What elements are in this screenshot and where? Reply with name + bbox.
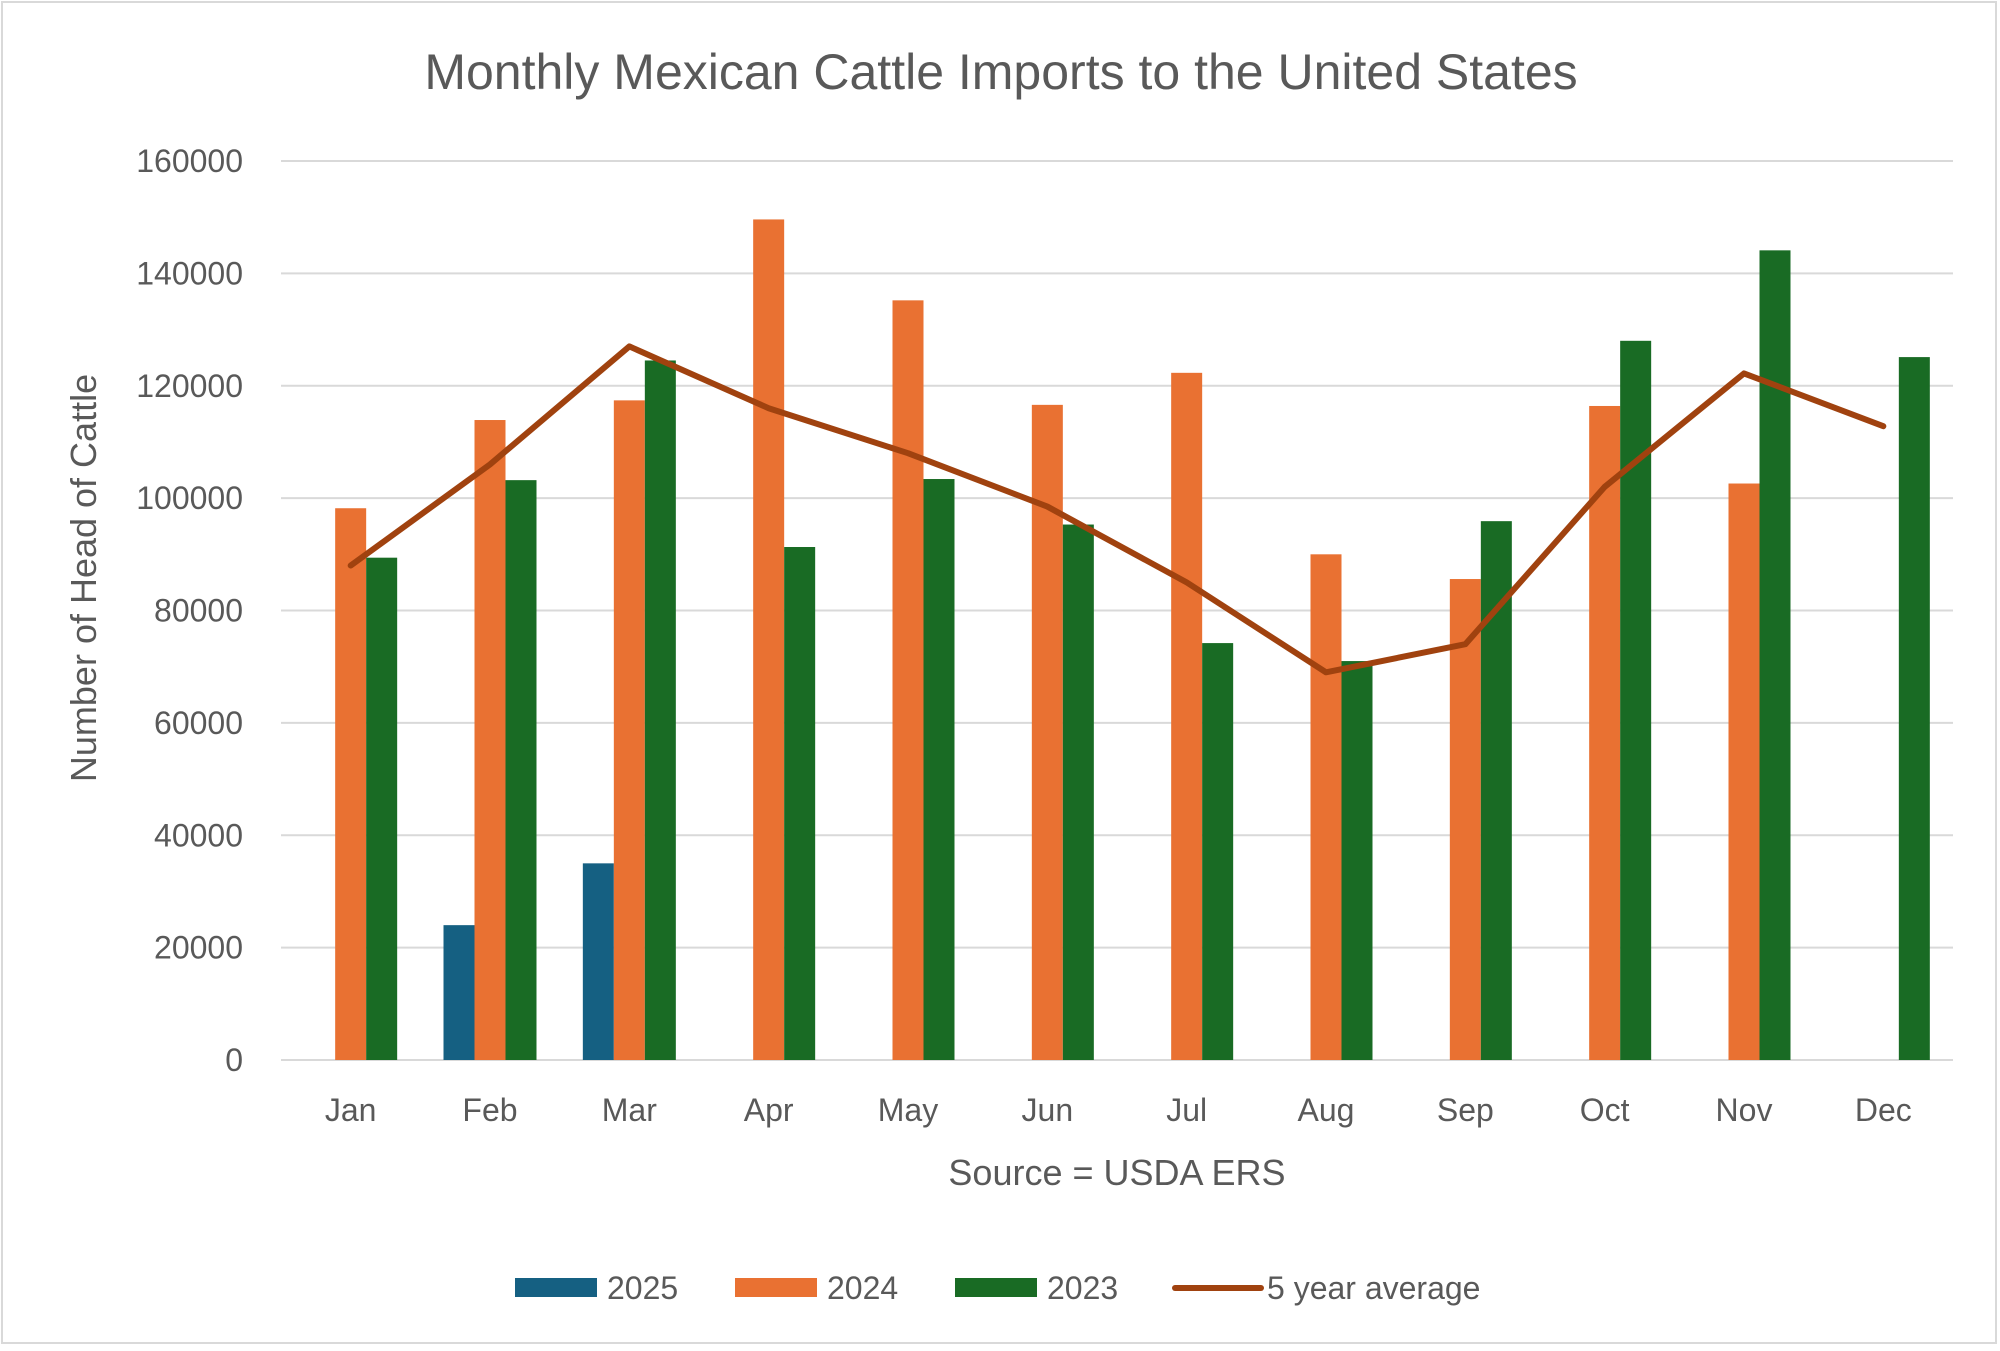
bar-2023-nov bbox=[1759, 250, 1791, 1060]
bar-2023-mar bbox=[644, 360, 676, 1060]
bar-2024-oct bbox=[1589, 405, 1621, 1060]
bar-2024-jan bbox=[335, 508, 367, 1060]
x-tick-label: Feb bbox=[462, 1092, 517, 1128]
bar-2024-apr bbox=[753, 219, 785, 1060]
legend-swatch bbox=[735, 1278, 817, 1297]
bar-2024-nov bbox=[1728, 483, 1760, 1060]
y-tick-label: 120000 bbox=[136, 368, 243, 404]
average-line-group bbox=[347, 343, 1887, 676]
bar-2024-may bbox=[892, 300, 924, 1061]
y-tick-label: 0 bbox=[225, 1042, 243, 1078]
bar-2023-oct bbox=[1620, 340, 1652, 1060]
x-tick-label: May bbox=[878, 1092, 938, 1128]
legend-item-2024: 2024 bbox=[735, 1270, 898, 1306]
y-tick-label: 160000 bbox=[136, 143, 243, 179]
bar-2025-feb bbox=[443, 925, 475, 1060]
bar-2023-jan bbox=[366, 557, 398, 1060]
bar-2023-aug bbox=[1341, 661, 1373, 1060]
bar-2024-sep bbox=[1449, 579, 1481, 1060]
legend-item-2023: 2023 bbox=[955, 1270, 1118, 1306]
legend-label: 2023 bbox=[1047, 1270, 1118, 1306]
bar-2024-jul bbox=[1171, 372, 1203, 1060]
x-tick-label: Jan bbox=[325, 1092, 377, 1128]
x-tick-label: Mar bbox=[602, 1092, 657, 1128]
y-tick-label: 20000 bbox=[154, 930, 243, 966]
y-tick-label: 140000 bbox=[136, 255, 243, 291]
y-axis-title: Number of Head of Cattle bbox=[63, 374, 104, 782]
bar-2023-jun bbox=[1062, 524, 1094, 1060]
legend-swatch bbox=[515, 1278, 597, 1297]
x-axis-title: Source = USDA ERS bbox=[948, 1152, 1285, 1193]
bar-2023-may bbox=[923, 479, 955, 1060]
x-tick-label: Oct bbox=[1580, 1092, 1630, 1128]
y-tick-label: 100000 bbox=[136, 480, 243, 516]
bar-2024-aug bbox=[1310, 554, 1342, 1060]
gridlines bbox=[281, 160, 1953, 1061]
x-tick-label: Jul bbox=[1166, 1092, 1207, 1128]
legend-item-5-year-average: 5 year average bbox=[1172, 1270, 1480, 1306]
legend-label: 2025 bbox=[607, 1270, 678, 1306]
bar-2024-mar bbox=[613, 400, 645, 1060]
line-5-year-average bbox=[347, 343, 1887, 676]
bars bbox=[335, 219, 1930, 1061]
bar-2023-sep bbox=[1480, 521, 1512, 1060]
x-tick-label: Apr bbox=[744, 1092, 794, 1128]
x-tick-label: Aug bbox=[1298, 1092, 1355, 1128]
legend-label: 2024 bbox=[827, 1270, 898, 1306]
x-tick-label: Jun bbox=[1022, 1092, 1074, 1128]
x-tick-labels: Jan Feb Mar Apr May Jun Jul Aug Sep Oct Nov Dec bbox=[325, 1092, 1912, 1128]
bar-2025-mar bbox=[582, 863, 614, 1060]
bar-2023-dec bbox=[1898, 357, 1930, 1060]
legend-item-2025: 2025 bbox=[515, 1270, 678, 1306]
bar-2023-jul bbox=[1202, 643, 1234, 1060]
legend-label: 5 year average bbox=[1267, 1270, 1480, 1306]
bar-2024-feb bbox=[474, 420, 506, 1060]
x-tick-label: Dec bbox=[1855, 1092, 1912, 1128]
legend-swatch bbox=[955, 1278, 1037, 1297]
y-tick-label: 80000 bbox=[154, 593, 243, 629]
bar-2023-apr bbox=[784, 547, 816, 1060]
y-tick-labels: 0 20000 40000 60000 80000 100000 120000 140000 1… bbox=[136, 143, 243, 1078]
x-tick-label: Nov bbox=[1716, 1092, 1773, 1128]
y-tick-label: 40000 bbox=[154, 817, 243, 853]
bar-2023-feb bbox=[505, 480, 537, 1060]
x-tick-label: Sep bbox=[1437, 1092, 1494, 1128]
chart-svg: Monthly Mexican Cattle Imports to the Un… bbox=[63, 44, 1953, 1306]
chart-title: Monthly Mexican Cattle Imports to the Un… bbox=[424, 44, 1577, 100]
legend: 2025 2024 2023 5 year average bbox=[515, 1270, 1480, 1306]
y-tick-label: 60000 bbox=[154, 705, 243, 741]
